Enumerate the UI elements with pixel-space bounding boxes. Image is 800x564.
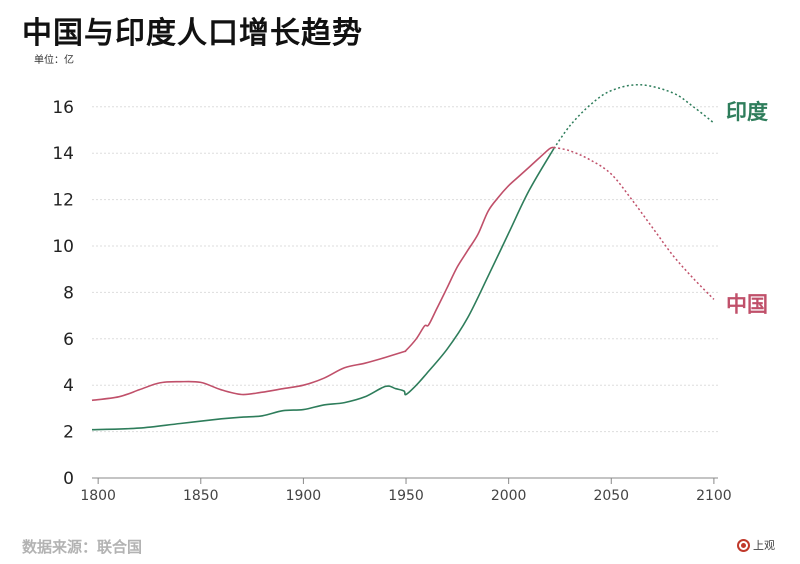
y-tick-label-4: 4: [63, 376, 74, 396]
x-tick-label-2100: 2100: [696, 488, 732, 504]
series-label-china: 中国: [726, 292, 768, 316]
china-projection-line: [553, 146, 715, 300]
x-tick-label-1800: 1800: [80, 488, 116, 504]
page-title: 中国与印度人口增长趋势: [22, 16, 363, 51]
y-tick-label-0: 0: [63, 469, 74, 489]
y-tick-label-2: 2: [63, 423, 74, 443]
y-tick-label-10: 10: [52, 237, 74, 257]
y-tick-label-6: 6: [63, 330, 74, 350]
unit-label: 单位：亿: [34, 55, 74, 66]
axis-layer: 0 2 4 6 8 10 12 14 16 1800 1850 1900 1950 2000 2050 210…: [52, 98, 731, 504]
series-layer: [91, 84, 715, 431]
x-tick-label-1900: 1900: [286, 488, 322, 504]
india-historical-line: [91, 148, 555, 431]
y-tick-label-14: 14: [52, 144, 74, 164]
logo-circle-icon: [737, 538, 750, 552]
logo-text: 上观: [753, 539, 775, 552]
publisher-logo: 上观: [737, 537, 775, 553]
series-label-india: 印度: [726, 100, 768, 124]
grid-layer: [92, 106, 718, 433]
y-tick-label-16: 16: [52, 98, 74, 118]
y-tick-label-8: 8: [63, 283, 74, 303]
x-tick-label-1850: 1850: [183, 488, 219, 504]
y-tick-label-12: 12: [52, 191, 74, 211]
india-projection-line: [553, 84, 715, 150]
china-historical-line: [91, 146, 555, 402]
x-tick-label-2000: 2000: [491, 488, 527, 504]
x-tick-label-1950: 1950: [388, 488, 424, 504]
x-tick-label-2050: 2050: [593, 488, 629, 504]
source-note: 数据来源：联合国: [22, 538, 143, 556]
